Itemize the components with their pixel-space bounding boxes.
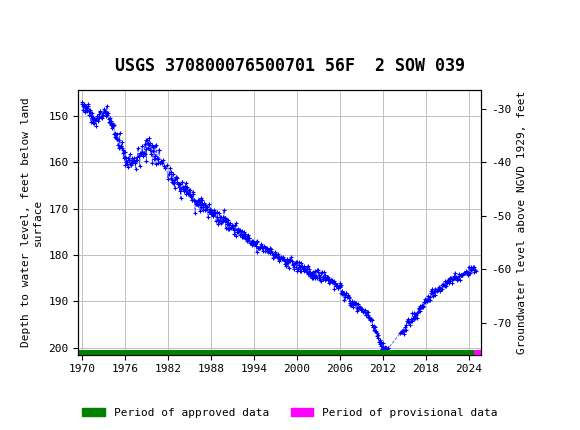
Text: USGS 370800076500701 56F  2 SOW 039: USGS 370800076500701 56F 2 SOW 039 — [115, 57, 465, 75]
Legend: Period of approved data, Period of provisional data: Period of approved data, Period of provi… — [78, 403, 502, 422]
Text: USGS: USGS — [32, 10, 100, 30]
Y-axis label: Groundwater level above NGVD 1929, feet: Groundwater level above NGVD 1929, feet — [517, 91, 527, 354]
Text: ≡: ≡ — [10, 8, 31, 32]
Y-axis label: Depth to water level, feet below land
surface: Depth to water level, feet below land su… — [21, 98, 43, 347]
